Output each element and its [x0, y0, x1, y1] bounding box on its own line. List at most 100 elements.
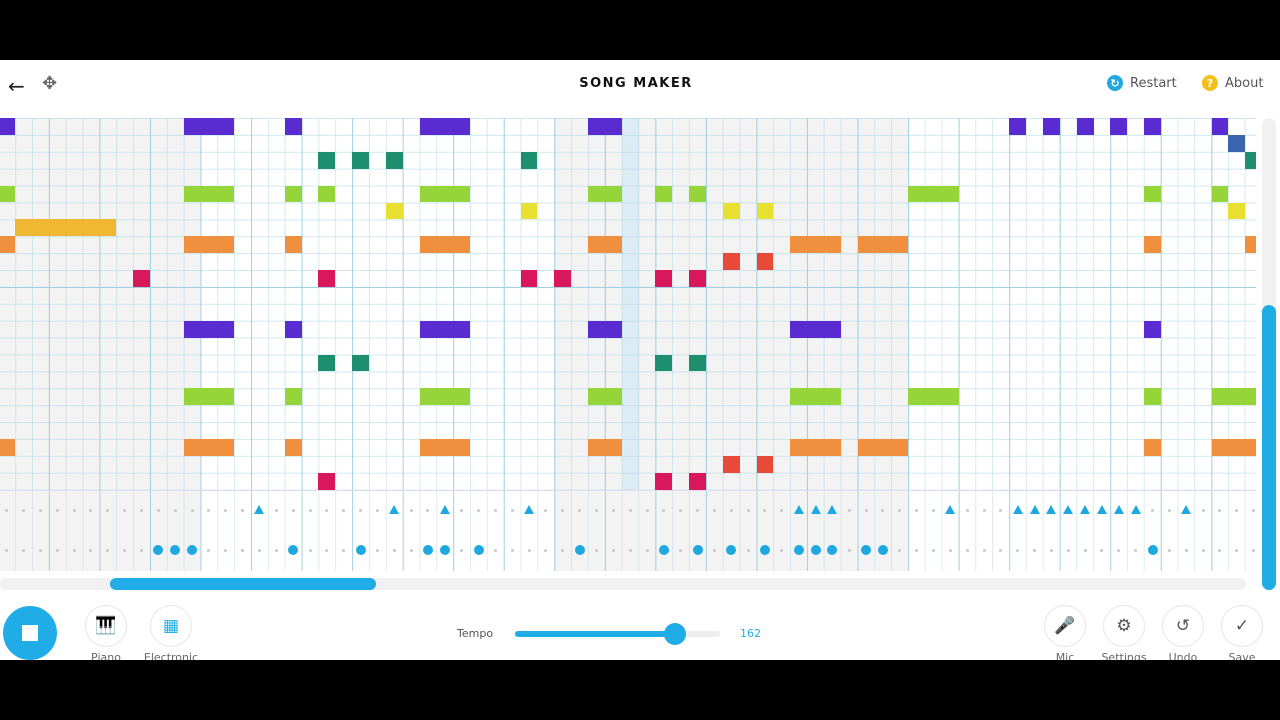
- note-block[interactable]: [1144, 388, 1161, 406]
- note-block[interactable]: [0, 439, 16, 456]
- empty-beat-dot[interactable]: [544, 548, 548, 552]
- empty-beat-dot[interactable]: [409, 548, 413, 552]
- instrument-button[interactable]: 🎹: [85, 605, 127, 647]
- empty-beat-dot[interactable]: [392, 548, 396, 552]
- percussion-circle[interactable]: [574, 545, 585, 555]
- percussion-triangle[interactable]: [389, 505, 400, 514]
- percussion-circle[interactable]: [793, 545, 804, 555]
- note-block[interactable]: [133, 270, 150, 287]
- percussion-button[interactable]: ▦: [150, 605, 192, 647]
- empty-beat-dot[interactable]: [544, 508, 548, 512]
- empty-beat-dot[interactable]: [241, 508, 245, 512]
- percussion-triangle[interactable]: [1113, 505, 1124, 514]
- percussion-circle[interactable]: [473, 545, 484, 555]
- note-block[interactable]: [1211, 118, 1229, 135]
- note-block[interactable]: [520, 202, 538, 220]
- percussion-circle[interactable]: [422, 545, 433, 555]
- note-block[interactable]: [588, 320, 622, 338]
- empty-beat-dot[interactable]: [493, 548, 497, 552]
- arrow-left-icon[interactable]: ←: [8, 74, 25, 98]
- note-block[interactable]: [1144, 236, 1161, 254]
- undo-button[interactable]: ↺: [1162, 605, 1204, 647]
- empty-beat-dot[interactable]: [915, 548, 919, 552]
- empty-beat-dot[interactable]: [780, 508, 784, 512]
- empty-beat-dot[interactable]: [763, 508, 767, 512]
- empty-beat-dot[interactable]: [780, 548, 784, 552]
- empty-beat-dot[interactable]: [1201, 548, 1205, 552]
- note-block[interactable]: [15, 219, 117, 237]
- horizontal-scroll-thumb[interactable]: [110, 578, 376, 590]
- percussion-triangle[interactable]: [1130, 505, 1141, 514]
- empty-beat-dot[interactable]: [578, 508, 582, 512]
- empty-beat-dot[interactable]: [561, 508, 565, 512]
- empty-beat-dot[interactable]: [375, 548, 379, 552]
- note-block[interactable]: [284, 236, 302, 254]
- empty-beat-dot[interactable]: [207, 548, 211, 552]
- empty-beat-dot[interactable]: [1235, 548, 1239, 552]
- note-block[interactable]: [419, 185, 471, 203]
- empty-beat-dot[interactable]: [140, 508, 144, 512]
- empty-beat-dot[interactable]: [106, 548, 110, 552]
- empty-beat-dot[interactable]: [493, 508, 497, 512]
- empty-beat-dot[interactable]: [207, 508, 211, 512]
- note-block[interactable]: [318, 354, 336, 372]
- percussion-circle[interactable]: [861, 545, 872, 555]
- empty-beat-dot[interactable]: [55, 508, 59, 512]
- empty-beat-dot[interactable]: [510, 508, 514, 512]
- note-block[interactable]: [520, 151, 538, 169]
- empty-beat-dot[interactable]: [274, 548, 278, 552]
- note-block[interactable]: [588, 388, 622, 406]
- note-block[interactable]: [520, 270, 538, 287]
- empty-beat-dot[interactable]: [72, 508, 76, 512]
- percussion-triangle[interactable]: [945, 505, 956, 514]
- empty-beat-dot[interactable]: [696, 508, 700, 512]
- note-block[interactable]: [1144, 185, 1161, 203]
- empty-beat-dot[interactable]: [55, 548, 59, 552]
- empty-beat-dot[interactable]: [611, 548, 615, 552]
- empty-beat-dot[interactable]: [628, 508, 632, 512]
- empty-beat-dot[interactable]: [561, 548, 565, 552]
- empty-beat-dot[interactable]: [1218, 508, 1222, 512]
- note-block[interactable]: [857, 236, 909, 254]
- settings-button[interactable]: ⚙: [1103, 605, 1145, 647]
- empty-beat-dot[interactable]: [847, 508, 851, 512]
- empty-beat-dot[interactable]: [156, 508, 160, 512]
- empty-beat-dot[interactable]: [712, 508, 716, 512]
- empty-beat-dot[interactable]: [257, 548, 261, 552]
- empty-beat-dot[interactable]: [89, 508, 93, 512]
- note-block[interactable]: [419, 388, 471, 406]
- note-block[interactable]: [385, 202, 403, 220]
- empty-beat-dot[interactable]: [325, 548, 329, 552]
- empty-beat-dot[interactable]: [477, 508, 481, 512]
- percussion-triangle[interactable]: [1046, 505, 1057, 514]
- percussion-triangle[interactable]: [827, 505, 838, 514]
- note-block[interactable]: [1009, 118, 1027, 135]
- note-block[interactable]: [419, 236, 471, 254]
- empty-beat-dot[interactable]: [712, 548, 716, 552]
- note-block[interactable]: [689, 354, 706, 372]
- empty-beat-dot[interactable]: [38, 548, 42, 552]
- empty-beat-dot[interactable]: [1252, 508, 1256, 512]
- note-block[interactable]: [1144, 320, 1161, 338]
- note-block[interactable]: [655, 354, 673, 372]
- mic-button[interactable]: 🎤: [1044, 605, 1086, 647]
- percussion-triangle[interactable]: [810, 505, 821, 514]
- note-block[interactable]: [1110, 118, 1128, 135]
- note-block[interactable]: [318, 151, 336, 169]
- empty-beat-dot[interactable]: [1235, 508, 1239, 512]
- note-block[interactable]: [689, 472, 706, 490]
- note-block[interactable]: [0, 185, 16, 203]
- tempo-slider-knob[interactable]: [663, 623, 686, 645]
- percussion-triangle[interactable]: [793, 505, 804, 514]
- empty-beat-dot[interactable]: [241, 548, 245, 552]
- note-block[interactable]: [183, 439, 235, 456]
- note-block[interactable]: [588, 118, 622, 135]
- empty-beat-dot[interactable]: [965, 508, 969, 512]
- vertical-scroll-thumb[interactable]: [1262, 305, 1276, 590]
- empty-beat-dot[interactable]: [342, 548, 346, 552]
- empty-beat-dot[interactable]: [291, 508, 295, 512]
- empty-beat-dot[interactable]: [426, 508, 430, 512]
- empty-beat-dot[interactable]: [965, 548, 969, 552]
- empty-beat-dot[interactable]: [173, 508, 177, 512]
- note-block[interactable]: [284, 388, 302, 406]
